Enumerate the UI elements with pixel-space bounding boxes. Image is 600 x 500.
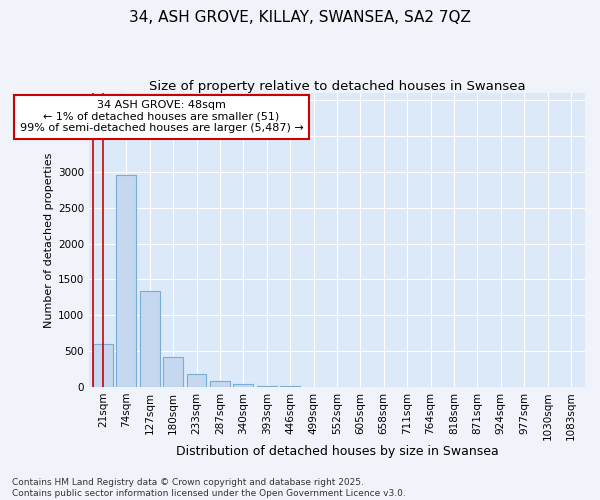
Bar — [187, 374, 206, 387]
Bar — [257, 386, 277, 387]
Bar — [233, 384, 253, 387]
Text: 34 ASH GROVE: 48sqm
← 1% of detached houses are smaller (51)
99% of semi-detache: 34 ASH GROVE: 48sqm ← 1% of detached hou… — [20, 100, 304, 134]
Bar — [210, 381, 230, 387]
Y-axis label: Number of detached properties: Number of detached properties — [44, 152, 53, 328]
Bar — [93, 344, 113, 387]
Text: 34, ASH GROVE, KILLAY, SWANSEA, SA2 7QZ: 34, ASH GROVE, KILLAY, SWANSEA, SA2 7QZ — [129, 10, 471, 25]
Title: Size of property relative to detached houses in Swansea: Size of property relative to detached ho… — [149, 80, 525, 93]
Bar — [116, 174, 136, 387]
X-axis label: Distribution of detached houses by size in Swansea: Distribution of detached houses by size … — [176, 444, 499, 458]
Bar — [163, 356, 183, 387]
Text: Contains HM Land Registry data © Crown copyright and database right 2025.
Contai: Contains HM Land Registry data © Crown c… — [12, 478, 406, 498]
Bar — [140, 291, 160, 387]
